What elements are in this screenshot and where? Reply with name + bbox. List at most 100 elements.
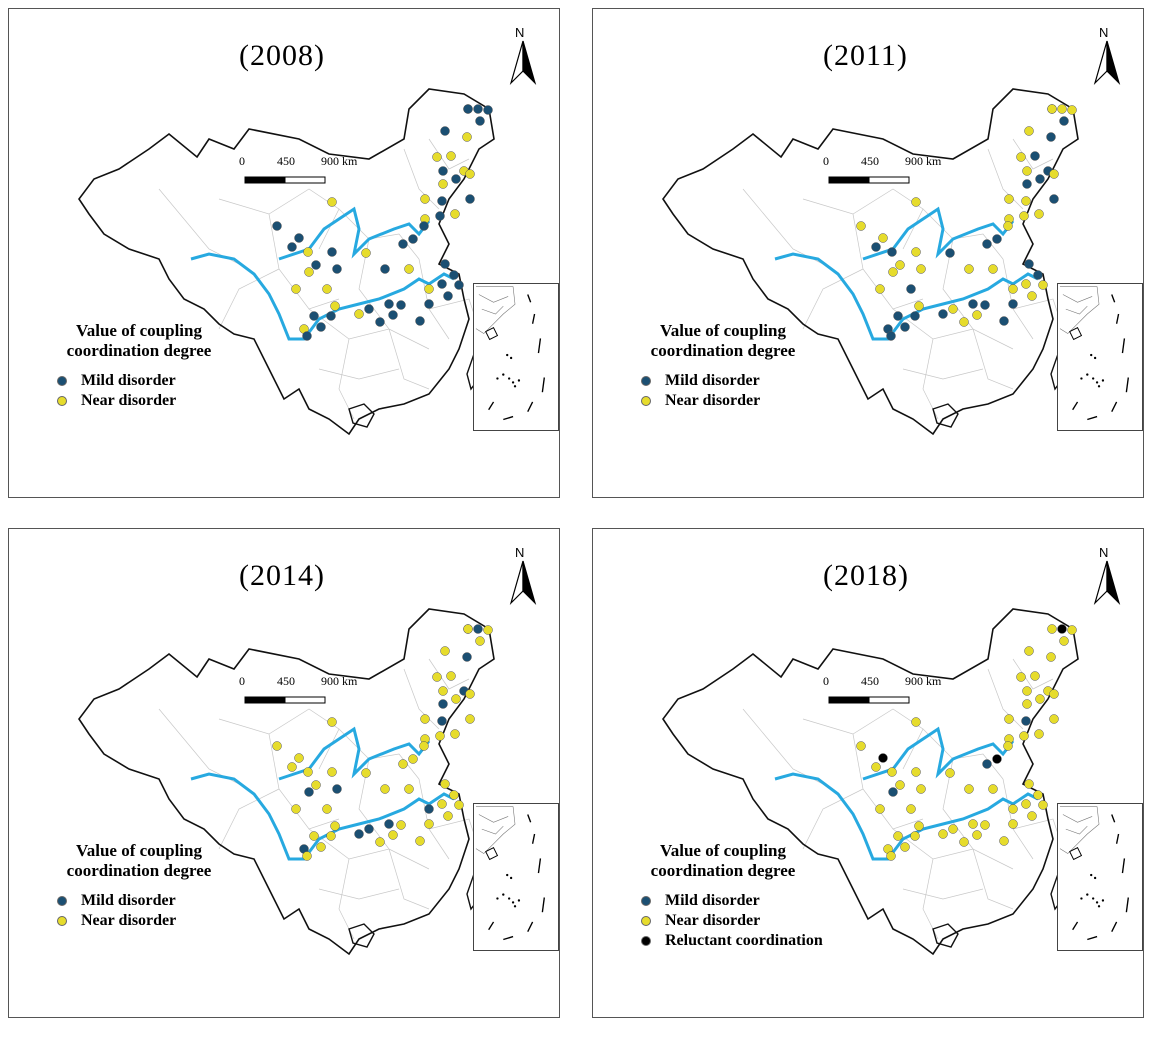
point-mild xyxy=(999,316,1009,326)
legend-label-mild: Mild disorder xyxy=(81,892,176,909)
point-near xyxy=(888,267,898,277)
point-near xyxy=(1022,699,1032,709)
point-near xyxy=(449,790,459,800)
point-mild xyxy=(463,104,473,114)
point-near xyxy=(875,804,885,814)
point-near xyxy=(1019,211,1029,221)
point-mild xyxy=(982,239,992,249)
point-mild xyxy=(375,317,385,327)
point-reluctant xyxy=(1057,624,1067,634)
point-mild xyxy=(1033,270,1043,280)
legend-item-near: Near disorder xyxy=(57,391,269,411)
scale-label-0: 0 xyxy=(823,674,829,688)
yellow-river xyxy=(278,726,431,781)
point-near xyxy=(1067,105,1077,115)
point-near xyxy=(968,819,978,829)
yellow-river xyxy=(278,206,431,261)
legend-swatch-mild xyxy=(641,896,651,906)
scale-label-450: 450 xyxy=(277,154,295,168)
point-mild xyxy=(1022,179,1032,189)
point-near xyxy=(1047,624,1057,634)
point-near xyxy=(440,779,450,789)
point-near xyxy=(1021,279,1031,289)
point-near xyxy=(980,820,990,830)
scale-label-450: 450 xyxy=(861,674,879,688)
legend-swatch-near xyxy=(641,396,651,406)
legend-items: Mild disorder Near disorder xyxy=(39,371,269,411)
point-near xyxy=(1038,800,1048,810)
point-near xyxy=(875,284,885,294)
point-near xyxy=(914,821,924,831)
legend-title: Value of coupling coordination degree xyxy=(623,321,823,361)
point-mild xyxy=(473,104,483,114)
legend-label-reluctant: Reluctant coordination xyxy=(665,932,823,949)
point-near xyxy=(964,264,974,274)
legend: Value of coupling coordination degree Mi… xyxy=(39,841,269,931)
point-mild xyxy=(287,242,297,252)
point-mild xyxy=(900,322,910,332)
national-boundary xyxy=(78,88,495,436)
china-map xyxy=(662,608,1079,956)
legend-item-reluctant: Reluctant coordination xyxy=(641,931,853,951)
yangtze-river xyxy=(774,772,1039,861)
point-near xyxy=(1027,811,1037,821)
point-near xyxy=(465,169,475,179)
north-label: N xyxy=(515,545,525,560)
point-near xyxy=(438,179,448,189)
point-near xyxy=(988,784,998,794)
national-boundary xyxy=(662,88,1079,436)
legend-label-near: Near disorder xyxy=(81,912,177,929)
point-near xyxy=(316,842,326,852)
point-near xyxy=(1034,729,1044,739)
point-near xyxy=(893,831,903,841)
legend-swatch-near xyxy=(641,916,651,926)
point-near xyxy=(451,694,461,704)
legend-item-near: Near disorder xyxy=(641,391,853,411)
point-near xyxy=(910,831,920,841)
point-near xyxy=(446,671,456,681)
point-near xyxy=(900,842,910,852)
point-near xyxy=(1004,194,1014,204)
point-near xyxy=(1049,169,1059,179)
point-near xyxy=(1019,731,1029,741)
point-near xyxy=(330,301,340,311)
legend-title: Value of coupling coordination degree xyxy=(623,841,823,881)
point-mild xyxy=(419,221,429,231)
south-china-sea-inset xyxy=(473,803,559,951)
point-near xyxy=(1059,636,1069,646)
scale-label-0: 0 xyxy=(239,674,245,688)
national-boundary xyxy=(662,608,1079,956)
south-china-sea-inset xyxy=(473,283,559,431)
point-mild xyxy=(968,299,978,309)
map-panel-1: (2008) N 0 450 900 km Value of coupling … xyxy=(8,8,560,498)
map-panel-4: (2018) N 0 450 900 km Value of coupling … xyxy=(592,528,1144,1018)
legend-swatch-mild xyxy=(57,376,67,386)
point-near xyxy=(446,151,456,161)
point-mild xyxy=(992,234,1002,244)
scale-label-450: 450 xyxy=(277,674,295,688)
yangtze-river xyxy=(190,252,455,341)
point-mild xyxy=(302,331,312,341)
point-mild xyxy=(887,247,897,257)
point-mild xyxy=(437,716,447,726)
point-near xyxy=(396,820,406,830)
china-map xyxy=(78,88,495,436)
legend-title-line2: coordination degree xyxy=(650,861,796,880)
point-near xyxy=(911,247,921,257)
point-mild xyxy=(465,194,475,204)
data-points xyxy=(856,104,1077,341)
point-mild xyxy=(443,291,453,301)
point-near xyxy=(322,284,332,294)
point-mild xyxy=(1021,716,1031,726)
point-mild xyxy=(440,259,450,269)
point-near xyxy=(354,309,364,319)
hainan-island xyxy=(932,403,959,428)
legend-title-line1: Value of coupling xyxy=(76,841,202,860)
point-near xyxy=(911,767,921,777)
point-mild xyxy=(982,759,992,769)
point-near xyxy=(419,741,429,751)
point-near xyxy=(914,301,924,311)
point-near xyxy=(972,310,982,320)
legend-label-mild: Mild disorder xyxy=(665,892,760,909)
point-mild xyxy=(311,260,321,270)
